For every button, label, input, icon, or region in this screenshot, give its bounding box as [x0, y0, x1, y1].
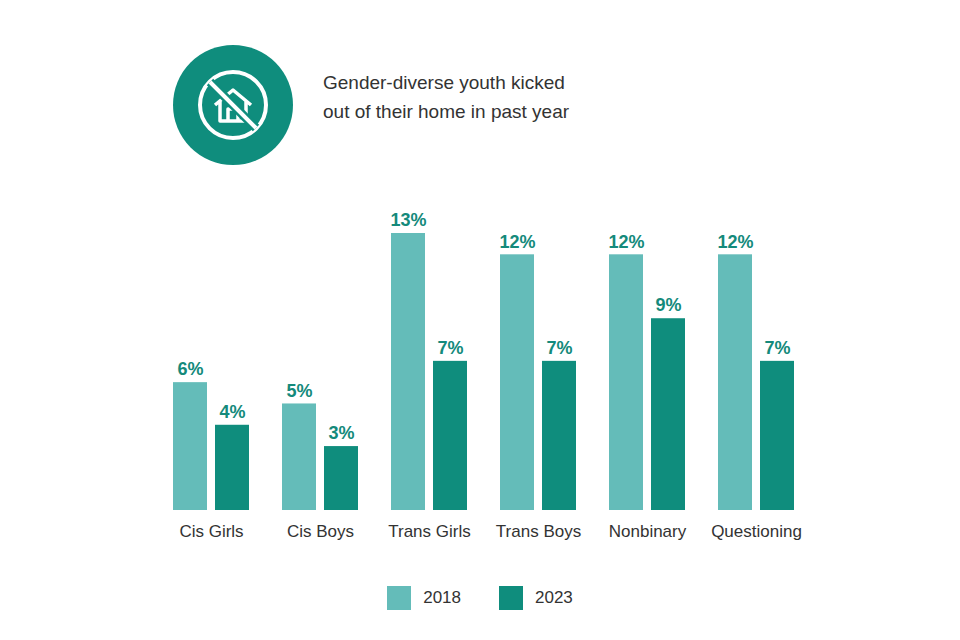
svg-text:12%: 12% [717, 232, 753, 252]
svg-text:Trans Boys: Trans Boys [496, 522, 581, 541]
svg-text:12%: 12% [499, 232, 535, 252]
html-text:Gender-diverse youth kicked ou: Gender-diverse youth kicked out of their… [323, 72, 570, 122]
svg-text:12%: 12% [608, 232, 644, 252]
html-text:2023: 2023 [535, 588, 573, 607]
svg-text:Cis Girls: Cis Girls [179, 522, 243, 541]
html-text:2018: 2018 [423, 588, 461, 607]
svg-text:6%: 6% [177, 359, 203, 379]
svg-text:7%: 7% [764, 338, 790, 358]
svg-text:9%: 9% [655, 295, 681, 315]
svg-text:Nonbinary: Nonbinary [609, 522, 687, 541]
svg-text:Cis Boys: Cis Boys [287, 522, 354, 541]
svg-text:Questioning: Questioning [711, 522, 802, 541]
svg-text:3%: 3% [328, 423, 354, 443]
svg-text:7%: 7% [437, 338, 463, 358]
svg-text:4%: 4% [219, 402, 245, 422]
svg-text:13%: 13% [390, 210, 426, 230]
svg-text:Trans Girls: Trans Girls [388, 522, 471, 541]
svg-text:7%: 7% [546, 338, 572, 358]
svg-text:5%: 5% [286, 381, 312, 401]
